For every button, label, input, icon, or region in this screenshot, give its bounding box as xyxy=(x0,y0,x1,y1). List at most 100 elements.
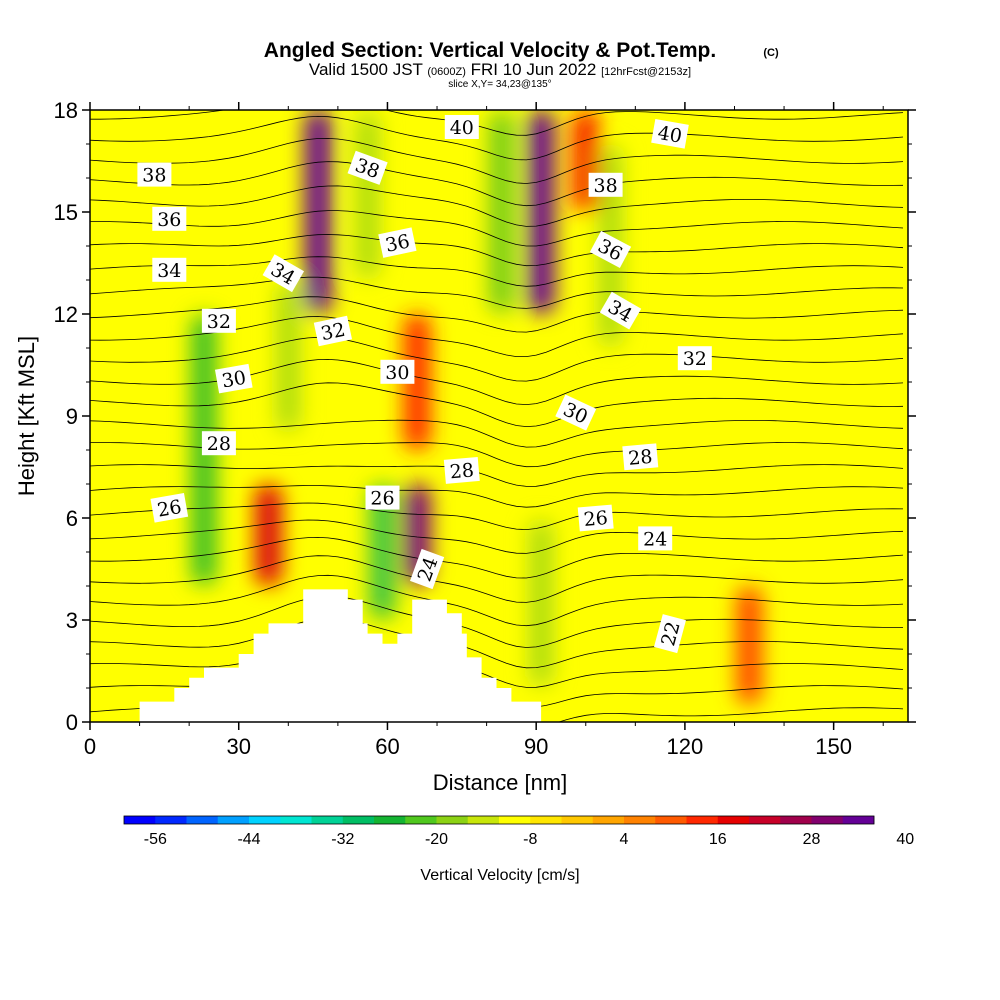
contour-label-box xyxy=(152,257,187,282)
contour-label-box xyxy=(152,206,187,231)
colorbar-swatch-9 xyxy=(374,816,406,824)
y-tick-label: 9 xyxy=(66,404,78,429)
colorbar-swatch-19 xyxy=(686,816,719,824)
w-column-core-12 xyxy=(536,528,547,678)
contour-label-text: 34 xyxy=(157,260,181,282)
x-tick-label: 0 xyxy=(84,734,96,759)
w-column-core-7 xyxy=(377,494,388,610)
colorbar: -56 -44 -32 -20 -8 4 16 28 40 xyxy=(123,815,914,848)
contour-label-text: 26 xyxy=(156,496,184,522)
colorbar-tick-label: -20 xyxy=(425,831,448,848)
colorbar-tick-label: 40 xyxy=(896,831,914,848)
isentrope-line xyxy=(90,574,904,627)
slice-note: slice X,Y= 34,23@135° xyxy=(448,79,551,90)
colorbar-swatch-11 xyxy=(436,816,469,824)
contour-label-box xyxy=(589,230,632,268)
contour-label-box xyxy=(638,526,673,551)
contour-label-text: 40 xyxy=(656,122,684,148)
contour-label-text: 32 xyxy=(683,348,707,370)
x-tick-label: 150 xyxy=(815,734,852,759)
contour-label-2: 36 xyxy=(152,206,187,231)
contour-label-18: 32 xyxy=(677,346,712,371)
colorbar-swatch-13 xyxy=(499,816,531,824)
contour-label-text: 28 xyxy=(207,433,231,455)
w-column-core-4 xyxy=(362,120,373,270)
y-tick-label: 3 xyxy=(66,608,78,633)
contour-label-7: 26 xyxy=(150,493,189,523)
w-column-core-9 xyxy=(496,120,507,304)
contour-label-text: 26 xyxy=(583,507,609,531)
colorbar-swatch-17 xyxy=(624,816,656,824)
colorbar-swatch-14 xyxy=(530,816,562,824)
isentrope-line xyxy=(90,595,904,648)
contour-label-text: 36 xyxy=(157,209,181,231)
y-tick-label: 12 xyxy=(54,302,78,327)
colorbar-swatch-16 xyxy=(592,816,625,824)
isentrope-line xyxy=(90,210,904,247)
contour-label-box xyxy=(410,548,445,590)
terrain-mask xyxy=(90,589,542,722)
contour-label-13: 40 xyxy=(444,115,479,139)
colorbar-swatch-2 xyxy=(155,816,187,824)
subtitle-date: FRI 10 Jun 2022 xyxy=(471,60,597,79)
colorbar-swatch-1 xyxy=(124,816,156,824)
contour-label-text: 30 xyxy=(220,367,248,393)
chart-title: Angled Section: Vertical Velocity & Pot.… xyxy=(264,39,716,62)
isentrope-line xyxy=(90,115,904,161)
contour-label-box xyxy=(577,504,614,532)
isentrope-line xyxy=(90,502,904,531)
w-column-core-14 xyxy=(580,120,591,202)
contour-label-box xyxy=(347,150,388,185)
colorbar-tick-label: 16 xyxy=(709,831,727,848)
contour-label-text: 40 xyxy=(450,117,474,139)
isentrope-line xyxy=(90,382,904,428)
w-column-core-13 xyxy=(744,596,755,695)
x-tick-label: 90 xyxy=(524,734,548,759)
isentrope-line xyxy=(90,296,904,333)
contour-label-text: 28 xyxy=(627,446,653,470)
isentrope-line xyxy=(90,336,904,382)
isentrope-line xyxy=(90,485,904,508)
colorbar-swatch-3 xyxy=(186,816,219,824)
colorbar-label: Vertical Velocity [cm/s] xyxy=(420,867,579,884)
contour-label-box xyxy=(214,363,253,394)
colorbar-tick-label: -8 xyxy=(523,831,537,848)
chart-title-unit: (C) xyxy=(763,47,779,59)
isentrope-line xyxy=(90,234,904,267)
colorbar-swatch-15 xyxy=(561,816,594,824)
contour-label-box xyxy=(378,227,417,258)
colorbar-swatch-8 xyxy=(342,816,375,824)
contour-label-24: 24 xyxy=(638,526,673,551)
contour-label-6: 28 xyxy=(201,431,236,456)
y-tick-label: 6 xyxy=(66,506,78,531)
colorbar-swatch-7 xyxy=(311,816,344,824)
contour-label-box xyxy=(555,394,597,431)
colorbar-swatch-6 xyxy=(280,816,312,824)
colorbar-tick-label: -32 xyxy=(331,831,354,848)
colorbar-tick-label: 28 xyxy=(803,831,821,848)
isentrope-line xyxy=(90,137,904,184)
colorbar-swatch-23 xyxy=(811,816,844,824)
contour-label-box xyxy=(150,493,189,523)
y-tick-label: 0 xyxy=(66,710,78,735)
contour-label-3: 34 xyxy=(152,257,187,282)
contour-label-text: 24 xyxy=(643,528,667,550)
colorbar-swatch-4 xyxy=(217,816,250,824)
contour-label-box xyxy=(443,456,480,484)
colorbar-tick-label: -44 xyxy=(237,831,260,848)
x-tick-label: 30 xyxy=(226,734,250,759)
contour-label-text: 38 xyxy=(142,165,166,187)
y-tick-label: 18 xyxy=(54,98,78,123)
contour-label-box xyxy=(622,443,659,471)
subtitle-valid: Valid 1500 JST xyxy=(309,60,423,79)
w-column-core-8 xyxy=(412,324,423,440)
colorbar-swatch-12 xyxy=(467,816,500,824)
contour-label-box xyxy=(588,172,623,197)
contour-label-14: 40 xyxy=(651,119,689,149)
contour-label-11: 32 xyxy=(313,315,353,347)
contour-label-4: 32 xyxy=(201,308,236,333)
isentrope-line xyxy=(90,555,904,603)
colorbar-swatch-5 xyxy=(249,816,281,824)
